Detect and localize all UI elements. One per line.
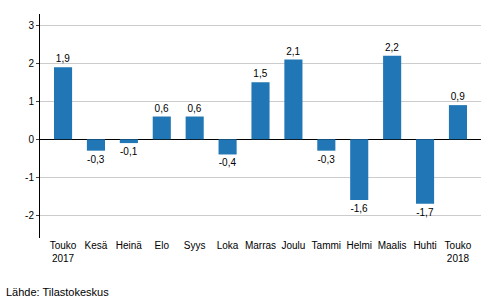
- svg-text:Maalis: Maalis: [378, 240, 407, 251]
- svg-text:Syys: Syys: [184, 240, 206, 251]
- svg-text:2,2: 2,2: [385, 42, 399, 53]
- svg-text:-1: -1: [25, 172, 34, 183]
- svg-text:Touko2017: Touko2017: [50, 240, 77, 264]
- svg-text:-0,3: -0,3: [87, 154, 105, 165]
- svg-text:Marras: Marras: [245, 240, 276, 251]
- svg-text:Loka: Loka: [217, 240, 239, 251]
- svg-text:-1,7: -1,7: [416, 207, 434, 218]
- svg-text:Helmi: Helmi: [346, 240, 372, 251]
- svg-text:Lähde: Tilastokeskus: Lähde: Tilastokeskus: [6, 286, 109, 298]
- svg-text:3: 3: [28, 20, 34, 31]
- svg-text:1,9: 1,9: [56, 53, 70, 64]
- svg-text:-2: -2: [25, 210, 34, 221]
- svg-text:-0,1: -0,1: [120, 146, 138, 157]
- svg-text:1: 1: [28, 96, 34, 107]
- svg-text:Kesä: Kesä: [85, 240, 108, 251]
- svg-text:-1,6: -1,6: [350, 203, 368, 214]
- svg-text:-0,3: -0,3: [317, 154, 335, 165]
- svg-text:Tammi: Tammi: [312, 240, 341, 251]
- svg-text:2: 2: [28, 58, 34, 69]
- svg-text:Elo: Elo: [155, 240, 170, 251]
- svg-text:0,6: 0,6: [155, 103, 169, 114]
- svg-text:Touko2018: Touko2018: [445, 240, 472, 264]
- svg-text:-0,4: -0,4: [219, 157, 237, 168]
- svg-text:0,9: 0,9: [451, 91, 465, 102]
- svg-text:Heinä: Heinä: [116, 240, 143, 251]
- svg-text:1,5: 1,5: [253, 68, 267, 79]
- svg-text:2,1: 2,1: [286, 46, 300, 57]
- svg-text:0: 0: [28, 134, 34, 145]
- svg-text:Huhti: Huhti: [413, 240, 436, 251]
- svg-text:Joulu: Joulu: [281, 240, 305, 251]
- svg-text:0,6: 0,6: [188, 103, 202, 114]
